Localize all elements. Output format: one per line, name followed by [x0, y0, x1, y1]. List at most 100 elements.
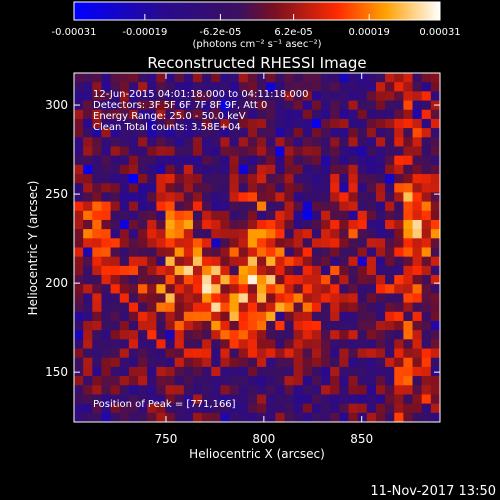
heatmap-cell	[247, 91, 258, 101]
heatmap-cell	[211, 256, 221, 267]
heatmap-cell	[403, 137, 413, 147]
heatmap-cell	[202, 293, 212, 303]
heatmap-cell	[275, 192, 285, 202]
heatmap-cell	[174, 82, 185, 92]
annotation-time-range: 12-Jun-2015 04:01:18.000 to 04:11:18.000	[93, 89, 309, 100]
heatmap-cell	[394, 109, 404, 120]
heatmap-cell	[165, 210, 175, 221]
heatmap-cell	[192, 109, 203, 120]
heatmap-cell	[403, 128, 413, 138]
heatmap-cell	[147, 284, 157, 294]
heatmap-cell	[311, 302, 322, 313]
heatmap-cell	[357, 238, 368, 248]
heatmap-cell	[229, 73, 239, 83]
heatmap-cell	[247, 339, 258, 349]
heatmap-cell	[430, 357, 441, 368]
heatmap-cell	[375, 210, 386, 221]
heatmap-cell	[311, 146, 322, 156]
heatmap-cell	[311, 109, 322, 120]
heatmap-cell	[302, 412, 313, 423]
heatmap-cell	[284, 219, 294, 230]
heatmap-cell	[183, 229, 194, 239]
heatmap-cell	[266, 339, 276, 349]
heatmap-cell	[385, 73, 395, 83]
heatmap-cell	[247, 109, 258, 120]
heatmap-cell	[403, 247, 413, 257]
heatmap-cell	[101, 357, 111, 368]
heatmap-cell	[238, 385, 249, 395]
heatmap-cell	[192, 155, 203, 166]
heatmap-cell	[229, 192, 239, 202]
heatmap-cell	[183, 275, 194, 285]
heatmap-cell	[275, 293, 285, 303]
heatmap-cell	[156, 302, 166, 313]
heatmap-cell	[293, 128, 304, 138]
heatmap-cell	[83, 265, 93, 276]
heatmap-cell	[138, 302, 148, 313]
heatmap-cell	[220, 311, 230, 322]
heatmap-cell	[348, 366, 358, 377]
heatmap-cell	[302, 238, 313, 248]
heatmap-cell	[119, 348, 130, 359]
heatmap-cell	[202, 164, 212, 175]
heatmap-cell	[366, 247, 377, 257]
heatmap-cell	[302, 210, 313, 221]
heatmap-cell	[165, 256, 175, 267]
heatmap-cell	[147, 385, 157, 395]
heatmap-cell	[330, 219, 340, 230]
heatmap-cell	[311, 183, 322, 193]
heatmap-cell	[330, 109, 340, 120]
heatmap-cell	[430, 330, 441, 340]
heatmap-cell	[110, 376, 121, 386]
heatmap-cell	[183, 403, 194, 414]
colorbar	[73, 1, 441, 21]
heatmap-cell	[321, 412, 331, 423]
heatmap-cell	[147, 293, 157, 303]
heatmap-cell	[128, 91, 139, 101]
heatmap-cell	[412, 339, 422, 349]
heatmap-cell	[311, 385, 322, 395]
heatmap-cell	[385, 100, 395, 111]
heatmap-cell	[321, 201, 331, 212]
heatmap-cell	[119, 192, 130, 202]
heatmap-cell	[192, 82, 203, 92]
heatmap-cell	[165, 366, 175, 377]
heatmap-cell	[302, 394, 313, 404]
heatmap-cell	[83, 320, 93, 331]
heatmap-cell	[165, 219, 175, 230]
heatmap-cell	[202, 118, 212, 129]
annotation-detectors: Detectors: 3F 5F 6F 7F 8F 9F, Att 0	[93, 100, 267, 111]
heatmap-cell	[138, 164, 148, 175]
heatmap-cell	[366, 82, 377, 92]
heatmap-cell	[403, 302, 413, 313]
heatmap-cell	[156, 155, 166, 166]
heatmap-cell	[211, 82, 221, 92]
heatmap-cell	[266, 118, 276, 129]
heatmap-cell	[238, 412, 249, 423]
heatmap-cell	[128, 302, 139, 313]
heatmap-cell	[165, 82, 175, 92]
heatmap-cell	[430, 275, 441, 285]
heatmap-cell	[192, 302, 203, 313]
heatmap-cell	[385, 320, 395, 331]
heatmap-cell	[211, 265, 221, 276]
heatmap-cell	[366, 348, 377, 359]
heatmap-cell	[128, 118, 139, 129]
heatmap-cell	[330, 320, 340, 331]
heatmap-cell	[211, 100, 221, 111]
heatmap-cell	[128, 73, 139, 83]
heatmap-cell	[366, 284, 377, 294]
heatmap-cell	[339, 219, 349, 230]
heatmap-cell	[183, 164, 194, 175]
heatmap-cell	[284, 201, 294, 212]
heatmap-cell	[430, 183, 441, 193]
heatmap-cell	[293, 118, 304, 129]
heatmap-cell	[421, 183, 432, 193]
heatmap-cell	[147, 73, 157, 83]
heatmap-cell	[403, 238, 413, 248]
heatmap-cell	[238, 247, 249, 257]
heatmap-cell	[257, 137, 267, 147]
heatmap-cell	[101, 229, 111, 239]
heatmap-cell	[257, 146, 267, 156]
colorbar-tick-label: -6.2e-05	[199, 27, 241, 38]
